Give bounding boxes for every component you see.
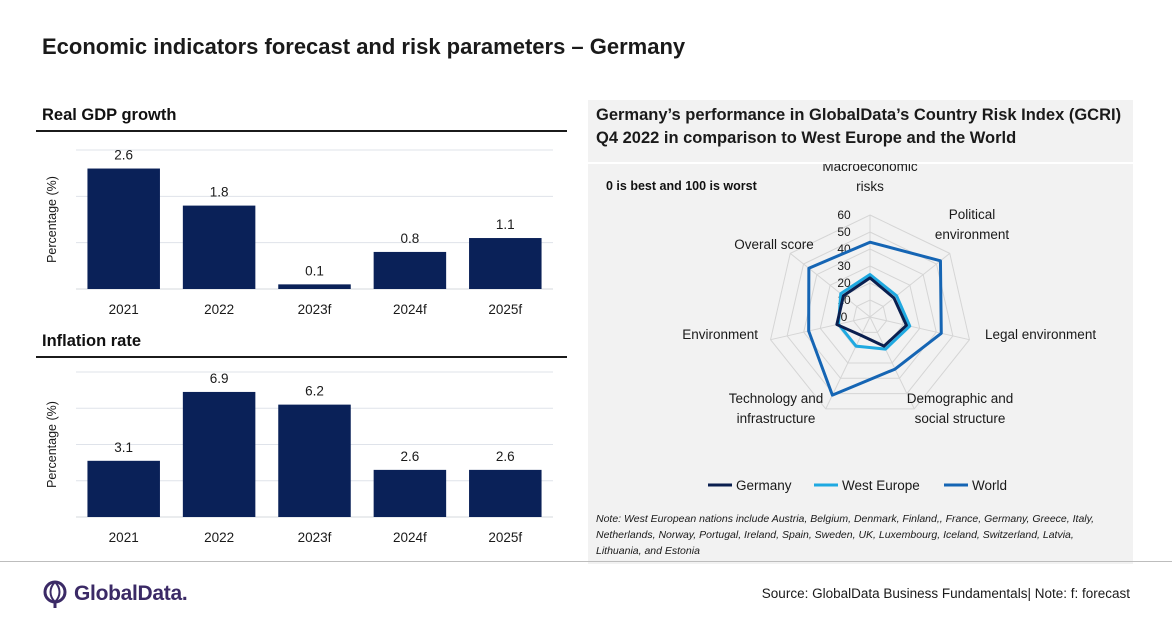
bar bbox=[469, 469, 542, 517]
bar-value-label: 0.8 bbox=[401, 231, 420, 246]
bar bbox=[182, 391, 256, 517]
radar-axis-label: Legal environment bbox=[985, 327, 1096, 342]
y-axis-label: Percentage (%) bbox=[45, 176, 59, 263]
legend-label: West Europe bbox=[842, 478, 920, 493]
gdp-bar-chart: 2.6 2021 1.8 2022 0.1 2023f 0.8 2024f 1.1 2025f Pe… bbox=[45, 148, 553, 317]
radar-tick-label: 30 bbox=[837, 259, 851, 273]
bar-value-label: 2.6 bbox=[401, 449, 420, 464]
gcri-radar-chart: 0102030405060MacroeconomicrisksPolitical… bbox=[682, 164, 1096, 493]
radar-spoke bbox=[869, 253, 951, 318]
radar-gridline bbox=[852, 299, 888, 333]
radar-axis-label: Demographic and bbox=[907, 391, 1014, 406]
x-tick-label: 2025f bbox=[488, 302, 522, 317]
x-tick-label: 2022 bbox=[204, 302, 234, 317]
radar-tick-label: 60 bbox=[837, 208, 851, 222]
radar-tick-label: 50 bbox=[837, 225, 851, 239]
x-tick-label: 2024f bbox=[393, 302, 427, 317]
radar-axis-label: environment bbox=[935, 227, 1010, 242]
bar-value-label: 2.6 bbox=[496, 449, 515, 464]
radar-axis-label: Technology and bbox=[729, 391, 824, 406]
radar-axis-label: Overall score bbox=[734, 237, 814, 252]
legend-label: Germany bbox=[736, 478, 792, 493]
gdp-section-rule bbox=[36, 130, 567, 132]
radar-spoke bbox=[869, 316, 970, 341]
bar bbox=[278, 404, 351, 517]
bar-value-label: 1.1 bbox=[496, 217, 515, 232]
radar-series-world bbox=[807, 240, 943, 397]
radar-gridline bbox=[819, 265, 921, 364]
gcri-title-line1: Germany’s performance in GlobalData’s Co… bbox=[596, 106, 1122, 124]
globaldata-logo-icon bbox=[43, 580, 67, 608]
bar bbox=[469, 238, 542, 289]
x-tick-label: 2023f bbox=[298, 530, 332, 545]
radar-axis-label: Political bbox=[949, 207, 996, 222]
legend-label: World bbox=[972, 478, 1007, 493]
inflation-section-title: Inflation rate bbox=[42, 332, 142, 350]
radar-spoke bbox=[869, 316, 915, 410]
radar-axis-label: risks bbox=[856, 179, 884, 194]
gcri-panel-divider bbox=[588, 162, 1133, 164]
bar-value-label: 6.2 bbox=[305, 384, 324, 399]
radar-gridline bbox=[770, 214, 970, 410]
bar-value-label: 6.9 bbox=[210, 371, 229, 386]
x-tick-label: 2024f bbox=[393, 530, 427, 545]
y-axis-label: Percentage (%) bbox=[45, 401, 59, 488]
gdp-section-title: Real GDP growth bbox=[42, 106, 177, 124]
radar-series-west-europe bbox=[837, 273, 912, 351]
x-tick-label: 2021 bbox=[109, 302, 139, 317]
radar-axis-label: Macroeconomic bbox=[822, 164, 918, 174]
source-note: Source: GlobalData Business Fundamentals… bbox=[761, 586, 1130, 601]
globaldata-logo-text: GlobalData. bbox=[74, 582, 188, 605]
x-tick-label: 2025f bbox=[488, 530, 522, 545]
radar-axis-label: infrastructure bbox=[737, 411, 816, 426]
bar bbox=[373, 251, 447, 289]
page-title: Economic indicators forecast and risk pa… bbox=[42, 34, 686, 59]
radar-tick-label: 0 bbox=[841, 310, 848, 324]
bar bbox=[182, 205, 256, 289]
radar-series-germany bbox=[835, 276, 908, 348]
gcri-title-line2: Q4 2022 in comparison to West Europe and… bbox=[596, 129, 1017, 147]
gcri-panel bbox=[588, 100, 1133, 564]
bar bbox=[87, 168, 160, 289]
gcri-title: Germany’s performance in GlobalData’s Co… bbox=[596, 104, 1126, 150]
x-tick-label: 2022 bbox=[204, 530, 234, 545]
inflation-section-rule bbox=[36, 356, 567, 358]
bar bbox=[278, 284, 351, 289]
inflation-bar-chart: 3.1 2021 6.9 2022 6.2 2023f 2.6 2024f 2.6 2025f Pe… bbox=[45, 371, 553, 545]
x-tick-label: 2023f bbox=[298, 302, 332, 317]
gcri-footnote: Note: West European nations include Aust… bbox=[596, 513, 1095, 557]
radar-tick-label: 20 bbox=[837, 276, 851, 290]
footer-rule bbox=[0, 561, 1172, 562]
globaldata-logo: GlobalData. bbox=[42, 578, 188, 610]
bar-value-label: 0.1 bbox=[305, 263, 324, 278]
radar-axis-label: social structure bbox=[915, 411, 1006, 426]
radar-axis-label: Environment bbox=[682, 327, 758, 342]
bar bbox=[373, 469, 447, 517]
bar-value-label: 3.1 bbox=[114, 440, 133, 455]
x-tick-label: 2021 bbox=[109, 530, 139, 545]
radar-spoke bbox=[770, 316, 871, 341]
radar-spoke bbox=[789, 253, 871, 318]
bar-value-label: 1.8 bbox=[210, 185, 229, 200]
bar-value-label: 2.6 bbox=[114, 148, 133, 163]
gcri-scale-note: 0 is best and 100 is worst bbox=[606, 179, 757, 193]
bar bbox=[87, 460, 160, 517]
